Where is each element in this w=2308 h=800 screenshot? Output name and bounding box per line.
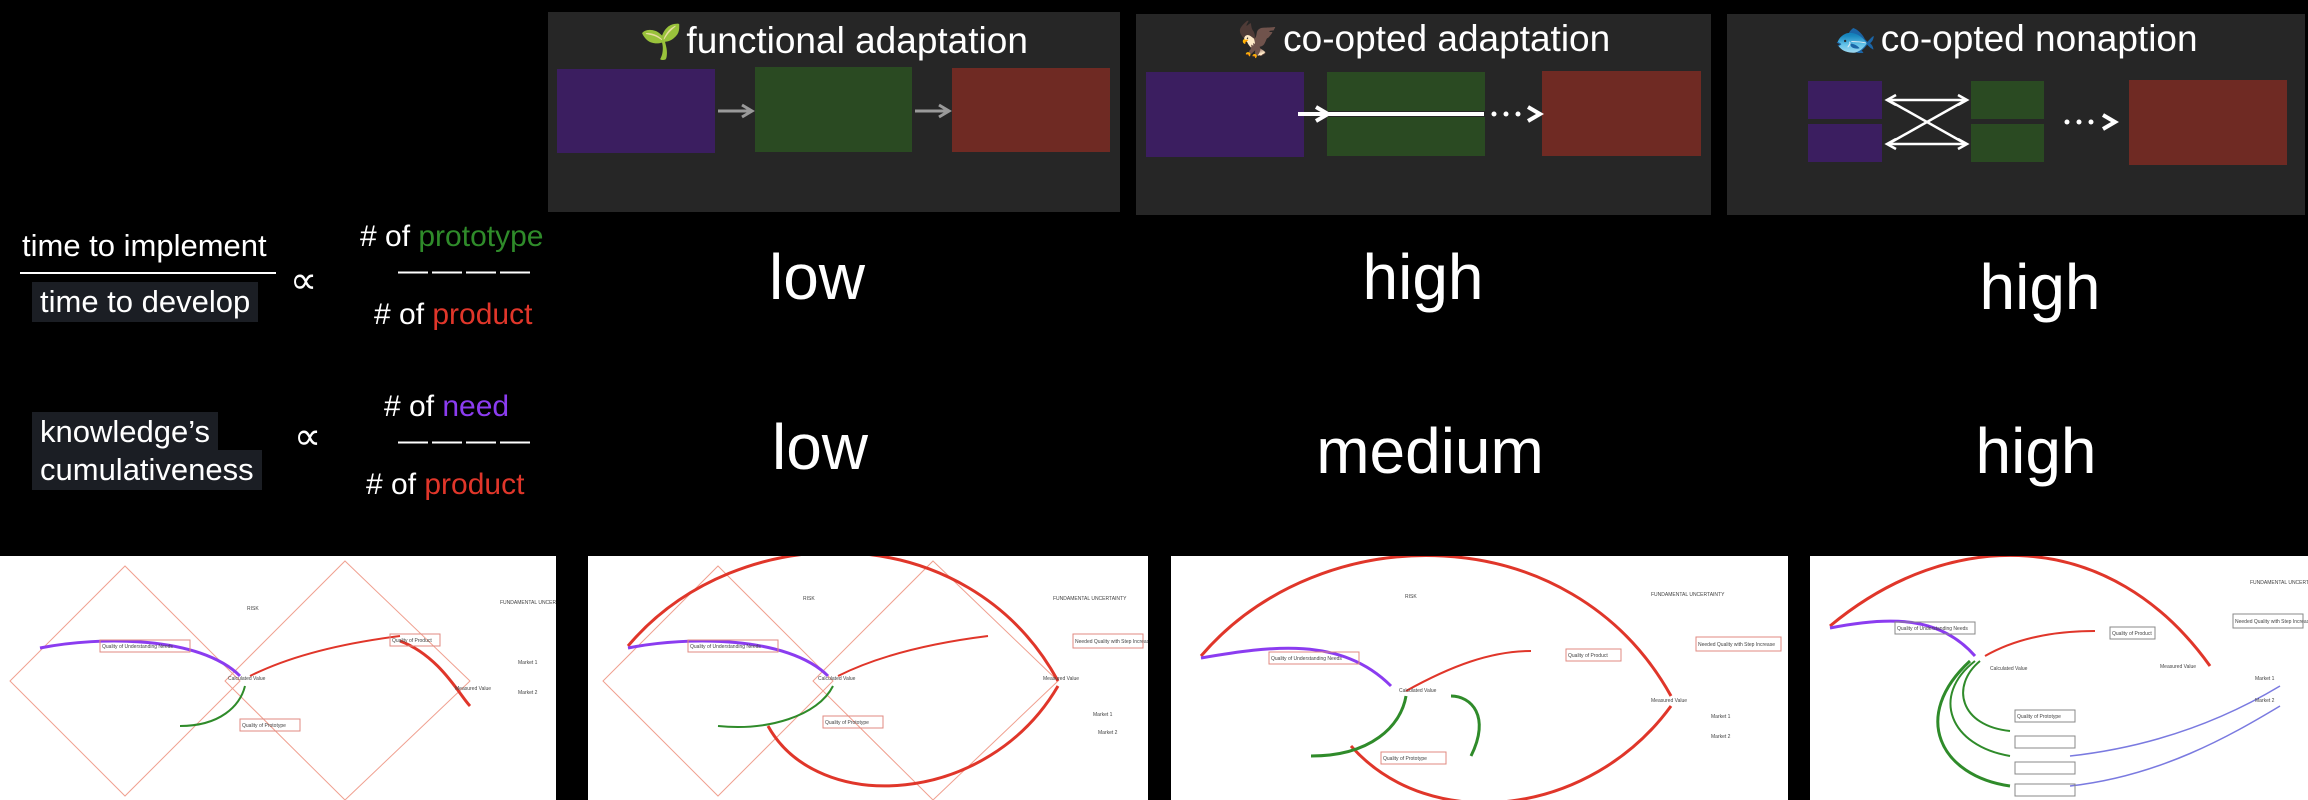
coopted-knowledge-value: medium	[1316, 415, 1544, 487]
calculated-value-label: Calculated Value	[1399, 688, 1437, 694]
market-2-label: Market 2	[518, 690, 538, 696]
seedling-icon: 🌱	[640, 22, 683, 62]
quality-prototype-label: Quality of Prototype	[242, 723, 286, 729]
quality-needs-label: Quality of Understanding Needs	[1897, 626, 1968, 632]
market-1-label: Market 1	[2255, 676, 2275, 682]
time-to-develop-label: time to develop	[32, 282, 259, 322]
quality-product-label: Quality of Product	[392, 638, 432, 644]
prototype-box	[755, 67, 912, 152]
functional-time-value: low	[768, 241, 866, 313]
nonaption-time-value: high	[1979, 251, 2101, 323]
fish-icon: 🐟	[1834, 20, 1877, 60]
need-prototype-cross-arrows	[1884, 93, 1970, 151]
measured-value-label: Measured Value	[1043, 676, 1079, 682]
measured-value-label: Measured Value	[1651, 698, 1687, 704]
measured-value-label: Measured Value	[2160, 664, 2196, 670]
prototype-box-lower	[1327, 117, 1485, 156]
functional-adaptation-panel: 🌱 functional adaptation	[548, 12, 1120, 212]
diagram-canvas: Quality of Understanding Needs Quality o…	[1199, 556, 1782, 800]
prototype-box-upper	[1971, 81, 2044, 119]
calculated-value-label: Calculated Value	[1990, 666, 2028, 672]
proportional-symbol: ∝	[290, 258, 318, 302]
diagram-canvas: Quality of Understanding Needs Quality o…	[602, 556, 1148, 800]
need-to-prototype-arrow	[1298, 105, 1484, 123]
nonaption-knowledge-value: high	[1975, 415, 2097, 487]
prototype-to-product-dotted-arrow	[2064, 113, 2119, 131]
coopted-stock-flow-diagram: Quality of Understanding Needs Quality o…	[588, 556, 1148, 800]
uncertainty-label: FUNDAMENTAL UNCERTAINTY	[1053, 596, 1127, 602]
risk-label: RISK	[1405, 594, 1417, 600]
prototype-count-label: # of prototype	[360, 220, 544, 253]
market-1-label: Market 1	[518, 660, 538, 666]
quality-needs-label: Quality of Understanding Needs	[1271, 656, 1342, 662]
coopted-adaptation-panel: 🦅 co-opted adaptation	[1136, 14, 1711, 215]
market-2-label: Market 2	[1711, 734, 1731, 740]
needed-quality-label: Needed Quality with Step Increase	[1075, 639, 1148, 645]
knowledge-label-line1: knowledge’s	[32, 412, 219, 452]
uncertainty-label: FUNDAMENTAL UNCERTAINTY	[500, 600, 556, 606]
need-count-label: # of need	[384, 390, 510, 423]
market-2-label: Market 2	[2255, 698, 2275, 704]
need-box-upper	[1808, 81, 1882, 119]
prototype-to-product-arrow	[915, 103, 952, 119]
prototype-box-lower	[1971, 124, 2044, 162]
right-fraction-dashes: ————	[398, 254, 534, 287]
product-box	[952, 68, 1110, 152]
quality-prototype-label: Quality of Prototype	[825, 720, 869, 726]
proportional-symbol: ∝	[294, 414, 322, 458]
needed-quality-label: Needed Quality with Step Increase	[1698, 642, 1775, 648]
knowledge-label-line2: cumulativeness	[32, 450, 262, 490]
time-to-implement-label: time to implement	[22, 228, 267, 263]
diagram-canvas: Quality of Understanding Needs Quality o…	[9, 560, 556, 800]
uncertainty-label: FUNDAMENTAL UNCERTAINTY	[1651, 592, 1725, 598]
quality-prototype-label: Quality of Prototype	[1383, 756, 1427, 762]
coopted-time-value: high	[1362, 241, 1484, 313]
quality-product-label: Quality of Product	[1568, 653, 1608, 659]
need-box	[1146, 72, 1304, 157]
risk-label: RISK	[247, 606, 259, 612]
quality-product-label: Quality of Product	[2112, 631, 2152, 637]
eagle-icon: 🦅	[1236, 20, 1280, 60]
nonaption-stock-flow-diagram: Quality of Understanding Needs Quality o…	[1810, 556, 2308, 800]
product-count-label: # of product	[374, 298, 533, 331]
functional-stock-flow-diagram: Quality of Understanding Needs Quality o…	[0, 556, 556, 800]
calculated-value-label: Calculated Value	[818, 676, 856, 682]
need-box	[557, 69, 715, 153]
need-to-prototype-arrow	[718, 103, 755, 119]
measured-value-label: Measured Value	[455, 686, 491, 692]
coopted-nonaption-panel: 🐟 co-opted nonaption	[1727, 14, 2305, 215]
prototype-box-upper	[1327, 72, 1485, 111]
quality-prototype-label: Quality of Prototype	[2017, 714, 2061, 720]
product-box	[2129, 80, 2287, 165]
left-fraction-line	[20, 272, 276, 274]
coopted-nonaption-title: 🐟 co-opted nonaption	[1834, 18, 2198, 60]
market-1-label: Market 1	[1093, 712, 1113, 718]
functional-knowledge-value: low	[771, 411, 869, 483]
market-1-label: Market 1	[1711, 714, 1731, 720]
coopted-adaptation-title: 🦅 co-opted adaptation	[1236, 18, 1611, 60]
product-box	[1542, 71, 1701, 156]
right-fraction-dashes: ————	[398, 424, 534, 457]
quality-needs-label: Quality of Understanding Needs	[102, 644, 173, 650]
diagram-canvas: Quality of Understanding Needs Quality o…	[1829, 556, 2308, 797]
risk-label: RISK	[803, 596, 815, 602]
functional-adaptation-title: 🌱 functional adaptation	[640, 20, 1028, 62]
needed-quality-label: Needed Quality with Step Increase	[2235, 619, 2308, 625]
coopted-adaptation-stock-flow-diagram: Quality of Understanding Needs Quality o…	[1171, 556, 1788, 800]
quality-needs-label: Quality of Understanding Needs	[690, 644, 761, 650]
prototype-to-product-dotted-arrow	[1491, 105, 1544, 123]
market-2-label: Market 2	[1098, 730, 1118, 736]
need-box-lower	[1808, 124, 1882, 162]
uncertainty-label: FUNDAMENTAL UNCERTAINTY	[2250, 580, 2308, 586]
calculated-value-label: Calculated Value	[228, 676, 266, 682]
product-count-label: # of product	[366, 468, 525, 501]
